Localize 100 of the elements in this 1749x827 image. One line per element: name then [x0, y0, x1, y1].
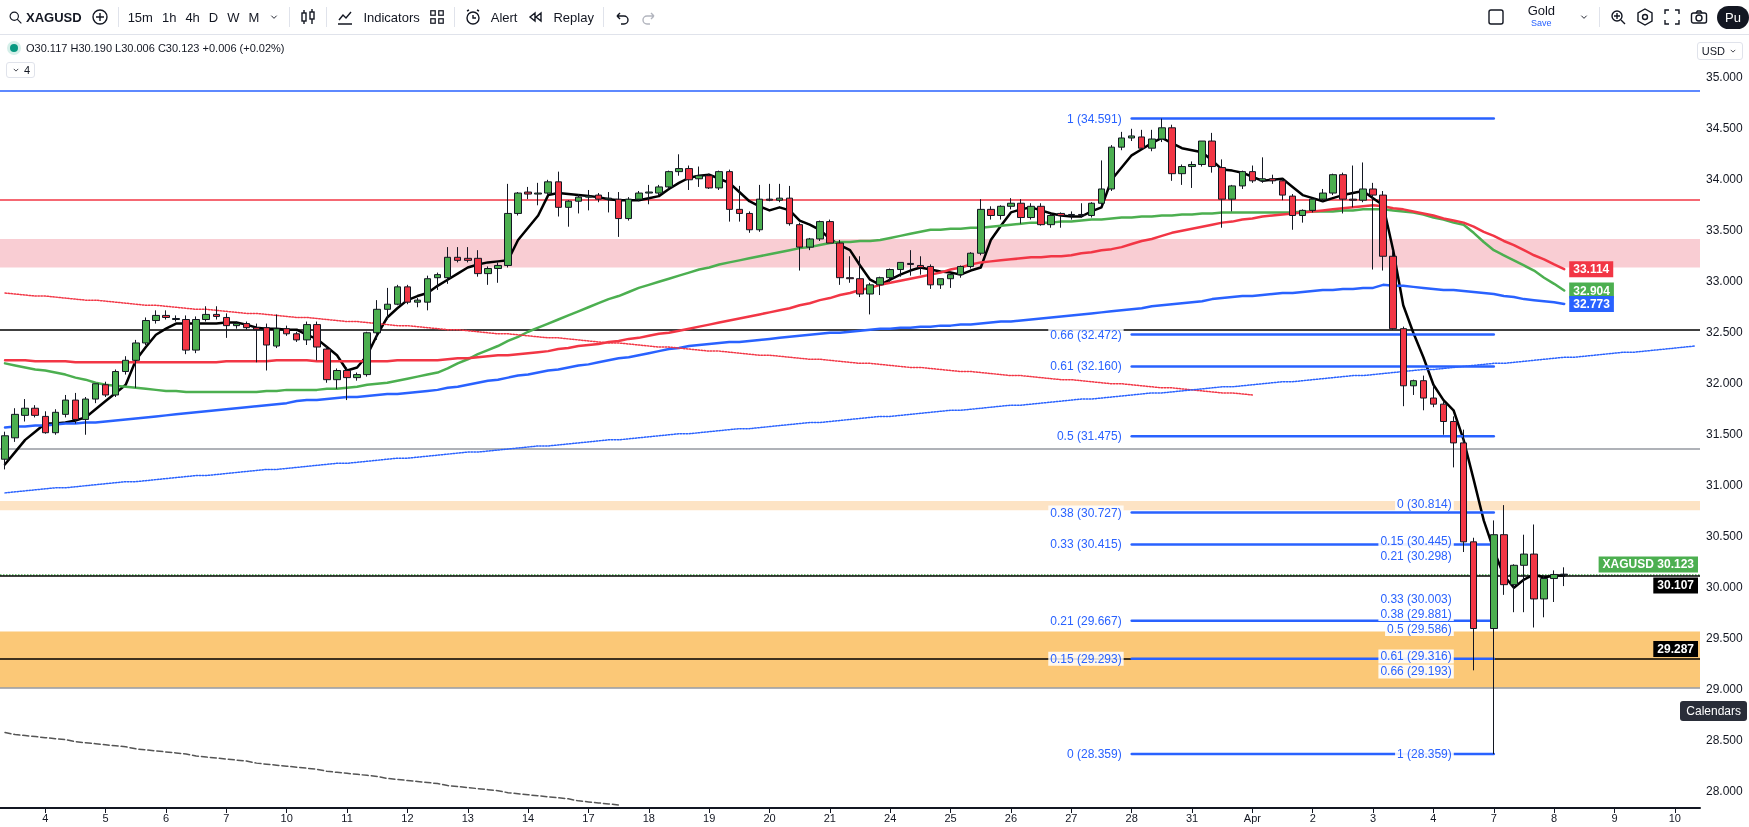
candlestick — [404, 284, 411, 305]
candlestick — [876, 276, 884, 296]
candlestick — [756, 184, 763, 233]
candlestick — [1, 431, 9, 470]
candlestick — [42, 410, 49, 435]
candlestick — [484, 265, 492, 286]
y-tick-label: 34.000 — [1706, 171, 1744, 186]
candlestick — [1470, 537, 1477, 671]
candlestick — [1460, 429, 1467, 553]
candlestick — [927, 263, 934, 290]
x-tick-label: 10 — [1668, 811, 1681, 824]
candlestick — [1269, 174, 1276, 185]
y-tick-label: 29.000 — [1706, 681, 1744, 696]
x-tick-label: 7 — [1490, 811, 1497, 824]
x-tick-label: 24 — [884, 811, 897, 824]
data-label: 0.15 (29.293) — [1050, 651, 1122, 666]
x-tick-label: 26 — [1004, 811, 1018, 824]
text: Indicators — [363, 9, 420, 25]
candlestick — [1108, 144, 1115, 192]
candlestick — [213, 305, 220, 321]
candlestick — [675, 153, 683, 177]
candlestick — [444, 246, 451, 285]
candlestick — [836, 239, 844, 286]
candlestick — [967, 251, 974, 270]
candlestick — [776, 183, 783, 203]
candlestick — [846, 255, 854, 284]
x-tick-label: 25 — [944, 811, 957, 824]
candlestick — [917, 255, 924, 276]
candlestick — [705, 173, 713, 190]
candlestick — [1329, 173, 1337, 196]
annotation: 0.66 (29.193) — [1380, 664, 1452, 679]
x-tick-label: 17 — [582, 811, 595, 824]
x-tick-label: 18 — [642, 811, 655, 824]
candlestick — [122, 355, 129, 376]
x-tick-label: 14 — [521, 811, 535, 824]
text: M — [248, 9, 260, 25]
candlestick — [655, 184, 663, 196]
candlestick — [424, 275, 431, 311]
line-series — [3, 283, 1566, 429]
y-tick-label: 33.000 — [1706, 273, 1744, 288]
candlestick — [333, 367, 341, 390]
ref-line-label: XAGUSD 30.123 — [1602, 557, 1695, 572]
candlestick — [816, 220, 824, 242]
text: W — [227, 9, 240, 25]
data-label: 1 (34.591) — [1066, 111, 1122, 126]
y-tick-label: 30.500 — [1706, 528, 1744, 543]
candlestick — [897, 261, 904, 278]
text: 1h — [161, 9, 177, 25]
annotation: 0.38 (29.881) — [1380, 606, 1452, 621]
annotation: 0.21 (30.298) — [1380, 549, 1452, 564]
data-label: 0.61 (32.160) — [1050, 359, 1122, 374]
y-tick-label: 29.500 — [1706, 630, 1744, 645]
candlestick — [856, 255, 864, 298]
candlestick — [474, 249, 482, 278]
candlestick — [394, 284, 401, 306]
candlestick — [102, 381, 109, 398]
candlestick — [1319, 188, 1327, 202]
candlestick — [82, 396, 89, 436]
x-tick-label: 8 — [1551, 811, 1558, 824]
data-label: 0.38 (30.727) — [1050, 505, 1122, 520]
data-label: 0.66 (32.472) — [1050, 327, 1122, 342]
candlestick — [363, 331, 371, 378]
candlestick — [223, 312, 230, 339]
candlestick — [1138, 129, 1145, 150]
candlestick — [313, 321, 321, 361]
x-tick-label: 12 — [401, 811, 414, 824]
y-tick-label: 35.000 — [1706, 69, 1744, 84]
x-tick-label: 4 — [42, 811, 49, 824]
candlestick — [907, 249, 914, 277]
candlestick — [343, 366, 351, 401]
x-tick-label: 13 — [461, 811, 474, 824]
x-tick-label: 2 — [1309, 811, 1316, 824]
candlestick — [283, 325, 290, 337]
line-series — [4, 731, 620, 806]
candlestick — [625, 196, 632, 222]
candlestick — [695, 166, 703, 188]
candlestick — [826, 219, 834, 244]
y-tick-label: 32.500 — [1706, 324, 1744, 339]
x-tick-label: 27 — [1065, 811, 1078, 824]
candlestick — [172, 314, 180, 323]
text: USD — [1701, 45, 1725, 57]
x-tick-label: 31 — [1185, 811, 1199, 824]
candlestick — [1168, 124, 1176, 182]
candlestick — [233, 321, 240, 330]
candlestick — [1118, 131, 1125, 151]
x-tick-label: 6 — [162, 811, 170, 824]
candlestick — [162, 309, 170, 321]
candlestick — [685, 165, 693, 191]
annotation: 1 (28.359) — [1397, 747, 1452, 762]
candlestick — [1037, 202, 1045, 227]
text: 4h — [185, 9, 200, 25]
candlestick — [1410, 379, 1417, 396]
candlestick — [1359, 161, 1367, 203]
ref-line-label: 30.107 — [1657, 578, 1695, 593]
candlestick — [1500, 504, 1508, 596]
candlestick — [414, 297, 421, 308]
candlestick — [132, 339, 140, 389]
candlestick — [31, 404, 39, 418]
x-tick-label: 3 — [1370, 811, 1377, 824]
candlestick — [1148, 129, 1156, 152]
